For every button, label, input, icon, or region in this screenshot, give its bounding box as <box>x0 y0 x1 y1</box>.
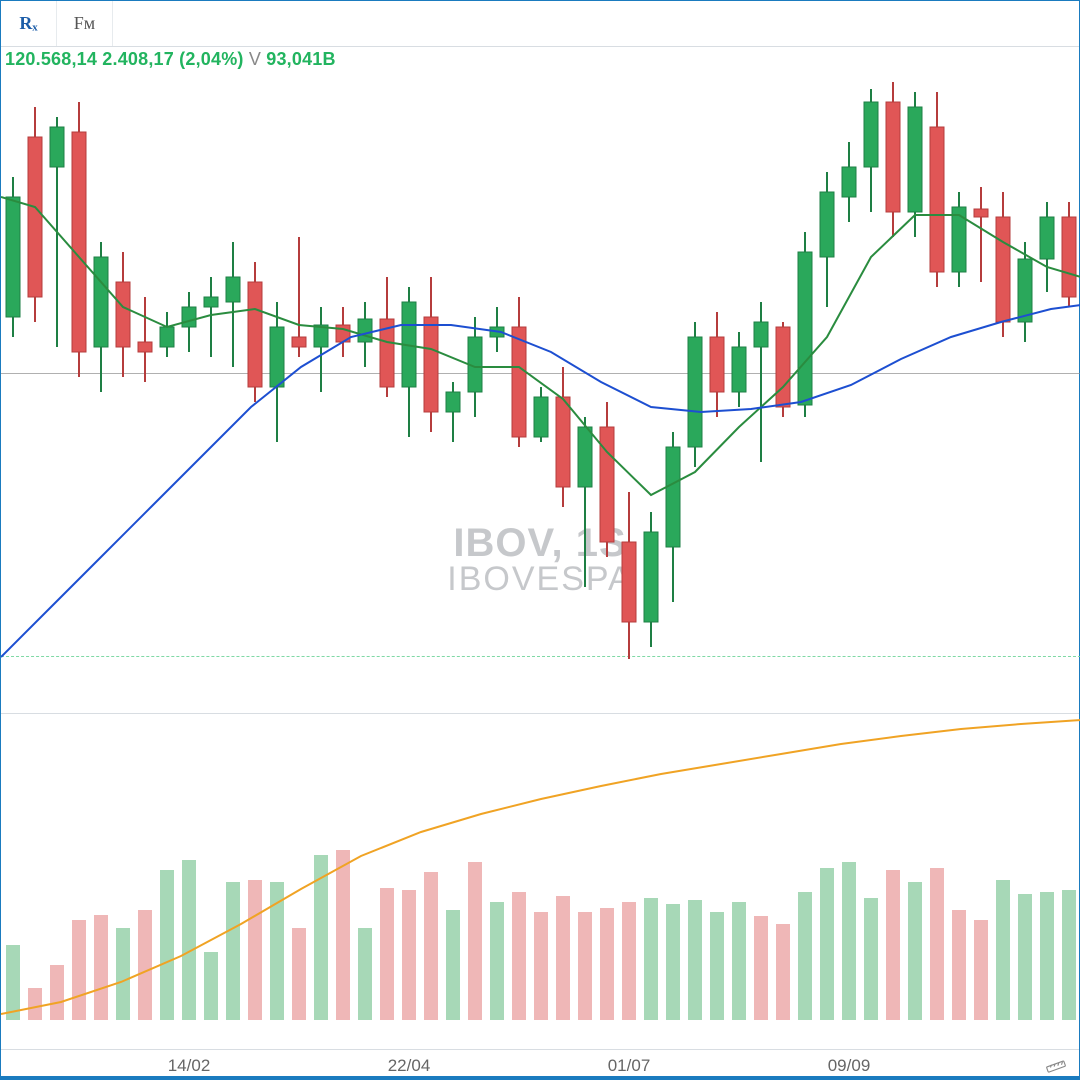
bottom-accent <box>1 1076 1079 1079</box>
x-axis-label: 01/07 <box>608 1056 651 1076</box>
x-axis-label: 09/09 <box>828 1056 871 1076</box>
toolbar-button-r[interactable]: Rₓ <box>1 1 57 46</box>
price-chart[interactable] <box>1 47 1080 713</box>
x-axis: 14/02 22/04 01/07 09/09 <box>1 1049 1079 1079</box>
toolbar: Rₓ Fᴍ <box>1 1 1079 47</box>
toolbar-button-fm[interactable]: Fᴍ <box>57 1 113 46</box>
chart-frame: Rₓ Fᴍ 120.568,14 2.408,17 (2,04%) V 93,0… <box>0 0 1080 1080</box>
ruler-icon[interactable] <box>1045 1051 1067 1073</box>
volume-chart <box>1 714 1080 1050</box>
x-axis-label: 14/02 <box>168 1056 211 1076</box>
volume-panel[interactable] <box>1 713 1079 1049</box>
x-axis-label: 22/04 <box>388 1056 431 1076</box>
